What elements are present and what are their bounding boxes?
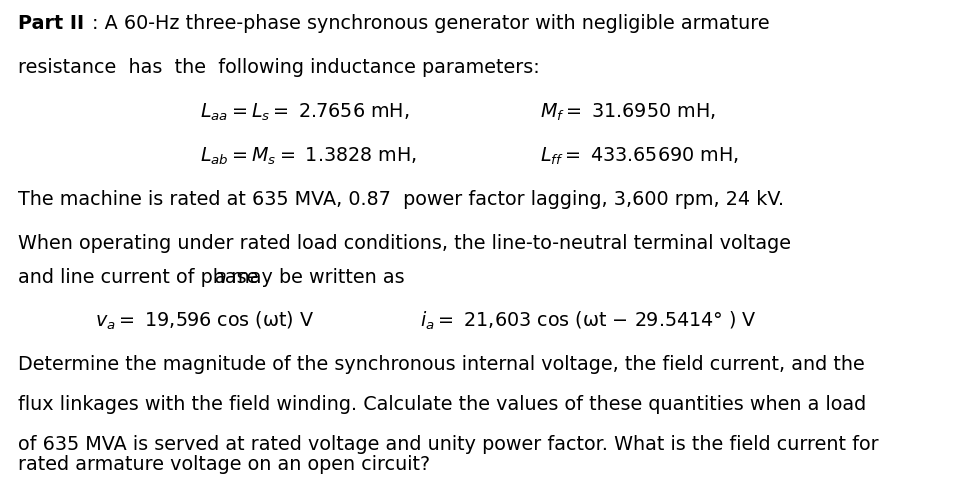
- Text: The machine is rated at 635 MVA, 0.87  power factor lagging, 3,600 rpm, 24 kV.: The machine is rated at 635 MVA, 0.87 po…: [18, 190, 783, 209]
- Text: rated armature voltage on an open circuit?: rated armature voltage on an open circui…: [18, 455, 430, 474]
- Text: may be written as: may be written as: [225, 268, 404, 287]
- Text: : A 60-Hz three-phase synchronous generator with negligible armature: : A 60-Hz three-phase synchronous genera…: [91, 14, 769, 33]
- Text: Part II: Part II: [18, 14, 84, 33]
- Text: $L_{aa} = L_s = $ 2.7656 mH,: $L_{aa} = L_s = $ 2.7656 mH,: [200, 102, 409, 123]
- Text: flux linkages with the field winding. Calculate the values of these quantities w: flux linkages with the field winding. Ca…: [18, 395, 865, 414]
- Text: resistance  has  the  following inductance parameters:: resistance has the following inductance …: [18, 58, 539, 77]
- Text: $i_a = $ 21,603 cos (ωt − 29.5414° ) V: $i_a = $ 21,603 cos (ωt − 29.5414° ) V: [419, 310, 756, 333]
- Text: of 635 MVA is served at rated voltage and unity power factor. What is the field : of 635 MVA is served at rated voltage an…: [18, 435, 878, 454]
- Text: $M_f = $ 31.6950 mH,: $M_f = $ 31.6950 mH,: [539, 102, 715, 123]
- Text: $L_{ff} = $ 433.65690 mH,: $L_{ff} = $ 433.65690 mH,: [539, 146, 739, 167]
- Text: a: a: [213, 268, 226, 287]
- Text: Determine the magnitude of the synchronous internal voltage, the field current, : Determine the magnitude of the synchrono…: [18, 355, 863, 374]
- Text: and line current of phase: and line current of phase: [18, 268, 264, 287]
- Text: $v_a = $ 19,596 cos (ωt) V: $v_a = $ 19,596 cos (ωt) V: [95, 310, 314, 333]
- Text: When operating under rated load conditions, the line-to-neutral terminal voltage: When operating under rated load conditio…: [18, 234, 790, 253]
- Text: $L_{ab} = M_s = $ 1.3828 mH,: $L_{ab} = M_s = $ 1.3828 mH,: [200, 146, 416, 167]
